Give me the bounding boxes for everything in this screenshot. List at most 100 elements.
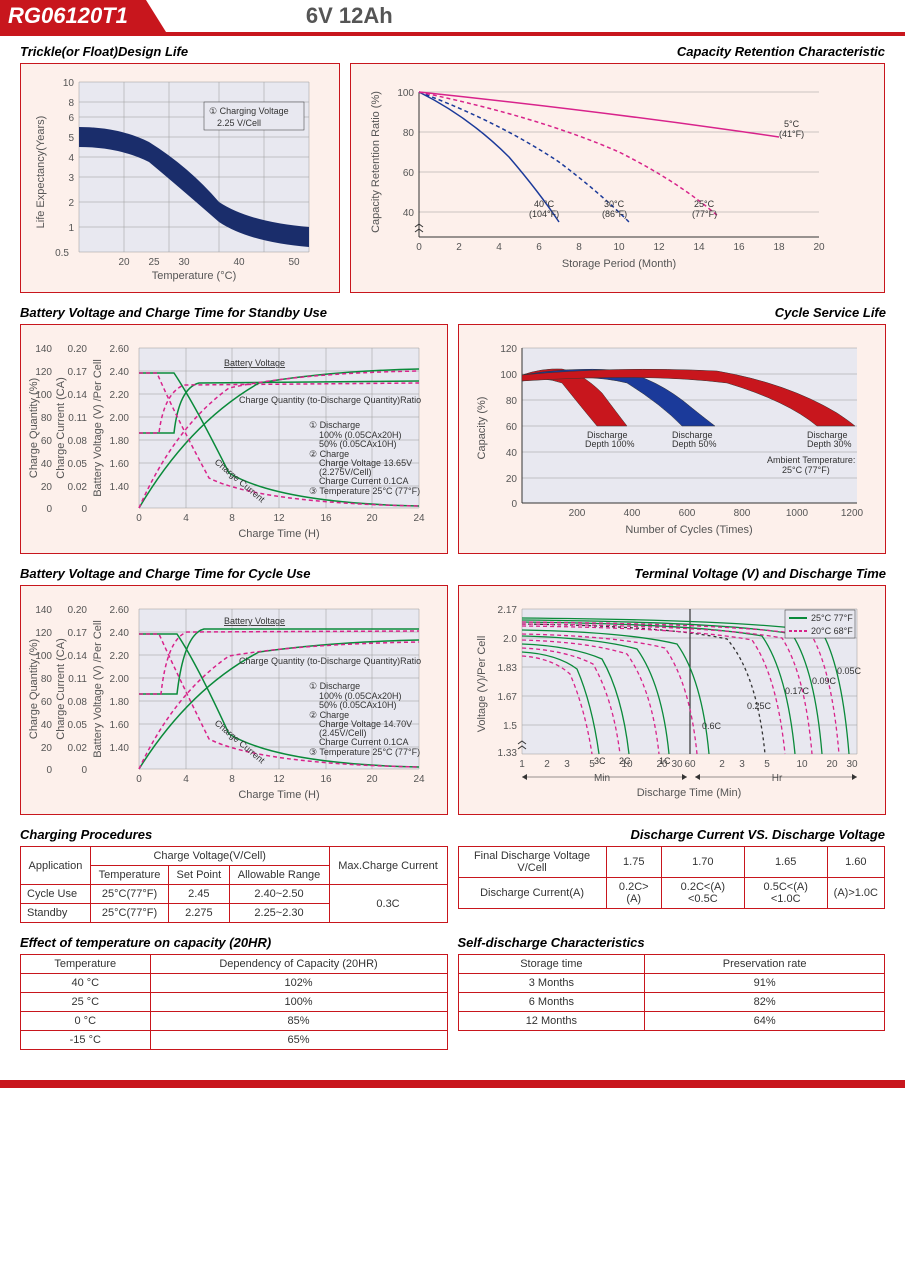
svg-text:3: 3 bbox=[564, 759, 570, 770]
svg-text:1.33: 1.33 bbox=[498, 748, 518, 759]
svg-text:Charge Quantity (to-Discharge: Charge Quantity (to-Discharge Quantity)R… bbox=[239, 656, 421, 666]
svg-text:60: 60 bbox=[506, 422, 518, 433]
chart1-title: Trickle(or Float)Design Life bbox=[20, 44, 340, 59]
svg-text:50: 50 bbox=[288, 257, 300, 268]
svg-text:20: 20 bbox=[366, 513, 378, 524]
svg-text:1.67: 1.67 bbox=[498, 692, 518, 703]
chart3-title: Battery Voltage and Charge Time for Stan… bbox=[20, 305, 448, 320]
svg-text:Charge Current (CA): Charge Current (CA) bbox=[55, 377, 67, 478]
svg-text:2.0: 2.0 bbox=[503, 634, 517, 645]
svg-text:0.02: 0.02 bbox=[68, 743, 88, 754]
svg-text:2: 2 bbox=[544, 759, 550, 770]
svg-text:Charge Time (H): Charge Time (H) bbox=[238, 528, 319, 540]
svg-text:0: 0 bbox=[81, 765, 87, 776]
svg-text:24: 24 bbox=[413, 513, 425, 524]
svg-text:50% (0.05CAx10H): 50% (0.05CAx10H) bbox=[319, 700, 397, 710]
svg-text:0.20: 0.20 bbox=[68, 344, 88, 355]
svg-text:Ambient Temperature:: Ambient Temperature: bbox=[767, 455, 855, 465]
svg-text:Charge Quantity (%): Charge Quantity (%) bbox=[29, 378, 40, 478]
svg-text:0: 0 bbox=[136, 513, 142, 524]
svg-text:2.00: 2.00 bbox=[110, 674, 130, 685]
svg-text:Battery Voltage: Battery Voltage bbox=[224, 358, 285, 368]
svg-text:14: 14 bbox=[693, 242, 705, 253]
svg-text:25°C: 25°C bbox=[694, 199, 715, 209]
t1-sh-set: Set Point bbox=[169, 866, 229, 885]
chart6-title: Terminal Voltage (V) and Discharge Time bbox=[458, 566, 886, 581]
svg-text:1.5: 1.5 bbox=[503, 721, 517, 732]
svg-text:80: 80 bbox=[403, 128, 415, 139]
svg-text:0.6C: 0.6C bbox=[702, 721, 722, 731]
svg-text:12: 12 bbox=[273, 513, 285, 524]
svg-text:30: 30 bbox=[178, 257, 190, 268]
svg-text:Depth 50%: Depth 50% bbox=[672, 439, 717, 449]
t1-sh-range: Allowable Range bbox=[229, 866, 329, 885]
svg-text:1000: 1000 bbox=[786, 508, 809, 519]
svg-text:20: 20 bbox=[826, 759, 838, 770]
chart2-box: 100 80 60 40 0 2 4 6 8 10 12 14 16 18 20… bbox=[350, 63, 885, 293]
svg-text:5: 5 bbox=[589, 759, 595, 770]
table-temp-capacity: Temperature Dependency of Capacity (20HR… bbox=[20, 954, 448, 1050]
table-discharge-current-voltage: Final Discharge Voltage V/Cell 1.75 1.70… bbox=[458, 846, 886, 909]
svg-text:40°C: 40°C bbox=[534, 199, 555, 209]
t1-sh-temp: Temperature bbox=[90, 866, 168, 885]
svg-text:0.14: 0.14 bbox=[68, 651, 88, 662]
svg-text:40: 40 bbox=[506, 448, 518, 459]
svg-text:0.17: 0.17 bbox=[68, 367, 88, 378]
svg-text:0.08: 0.08 bbox=[68, 436, 88, 447]
svg-text:4: 4 bbox=[68, 153, 74, 164]
svg-text:Charge Quantity (to-Discharge: Charge Quantity (to-Discharge Quantity)R… bbox=[239, 395, 421, 405]
svg-text:20: 20 bbox=[366, 774, 378, 785]
table4-title: Self-discharge Characteristics bbox=[458, 935, 886, 950]
svg-text:0: 0 bbox=[511, 499, 517, 510]
svg-text:120: 120 bbox=[500, 344, 517, 355]
svg-text:20: 20 bbox=[656, 759, 668, 770]
svg-text:120: 120 bbox=[35, 628, 52, 639]
chart6-box: 25°C 77°F 20°C 68°F 2.17 2.0 1.83 1.67 1… bbox=[458, 585, 886, 815]
svg-text:0.02: 0.02 bbox=[68, 482, 88, 493]
table1-title: Charging Procedures bbox=[20, 827, 448, 842]
chart3-svg: Battery Voltage Charge Quantity (to-Disc… bbox=[29, 333, 439, 543]
svg-text:0.05C: 0.05C bbox=[837, 666, 862, 676]
svg-text:100: 100 bbox=[397, 88, 414, 99]
svg-text:Life Expectancy(Years): Life Expectancy(Years) bbox=[35, 116, 47, 229]
chart5-svg: Battery Voltage Charge Quantity (to-Disc… bbox=[29, 594, 439, 804]
svg-text:80: 80 bbox=[506, 396, 518, 407]
svg-text:1.40: 1.40 bbox=[110, 482, 130, 493]
svg-text:2: 2 bbox=[68, 198, 74, 209]
svg-text:Capacity (%): Capacity (%) bbox=[476, 397, 488, 460]
svg-text:8: 8 bbox=[229, 513, 235, 524]
svg-text:Charge Current (CA): Charge Current (CA) bbox=[55, 638, 67, 739]
svg-text:0: 0 bbox=[81, 504, 87, 515]
svg-text:60: 60 bbox=[41, 436, 53, 447]
svg-text:1200: 1200 bbox=[841, 508, 864, 519]
t1-h-app: Application bbox=[21, 847, 91, 885]
svg-text:2.60: 2.60 bbox=[110, 605, 130, 616]
svg-text:0.08: 0.08 bbox=[68, 697, 88, 708]
svg-text:20: 20 bbox=[41, 482, 53, 493]
svg-text:5: 5 bbox=[764, 759, 770, 770]
svg-text:140: 140 bbox=[35, 344, 52, 355]
svg-text:1: 1 bbox=[68, 223, 74, 234]
svg-text:40: 40 bbox=[41, 720, 53, 731]
svg-text:25°C 77°F: 25°C 77°F bbox=[811, 613, 853, 623]
svg-text:6: 6 bbox=[536, 242, 542, 253]
svg-text:3C: 3C bbox=[594, 756, 606, 766]
svg-text:Charge Time (H): Charge Time (H) bbox=[238, 789, 319, 801]
svg-text:Charge Current 0.1CA: Charge Current 0.1CA bbox=[319, 476, 409, 486]
svg-text:2.20: 2.20 bbox=[110, 390, 130, 401]
svg-text:2.40: 2.40 bbox=[110, 628, 130, 639]
svg-text:0.11: 0.11 bbox=[68, 413, 87, 424]
svg-text:1.40: 1.40 bbox=[110, 743, 130, 754]
table3-title: Effect of temperature on capacity (20HR) bbox=[20, 935, 448, 950]
svg-text:Voltage (V)/Per Cell: Voltage (V)/Per Cell bbox=[476, 636, 488, 733]
svg-text:1.60: 1.60 bbox=[110, 459, 130, 470]
spec-text: 6V 12Ah bbox=[306, 3, 393, 29]
svg-text:0.25C: 0.25C bbox=[747, 701, 772, 711]
svg-text:3: 3 bbox=[68, 173, 74, 184]
chart5-title: Battery Voltage and Charge Time for Cycl… bbox=[20, 566, 448, 581]
chart2-svg: 100 80 60 40 0 2 4 6 8 10 12 14 16 18 20… bbox=[359, 72, 859, 282]
svg-text:0: 0 bbox=[46, 765, 52, 776]
svg-text:0.05: 0.05 bbox=[68, 459, 88, 470]
svg-text:4: 4 bbox=[183, 774, 189, 785]
svg-text:80: 80 bbox=[41, 413, 53, 424]
